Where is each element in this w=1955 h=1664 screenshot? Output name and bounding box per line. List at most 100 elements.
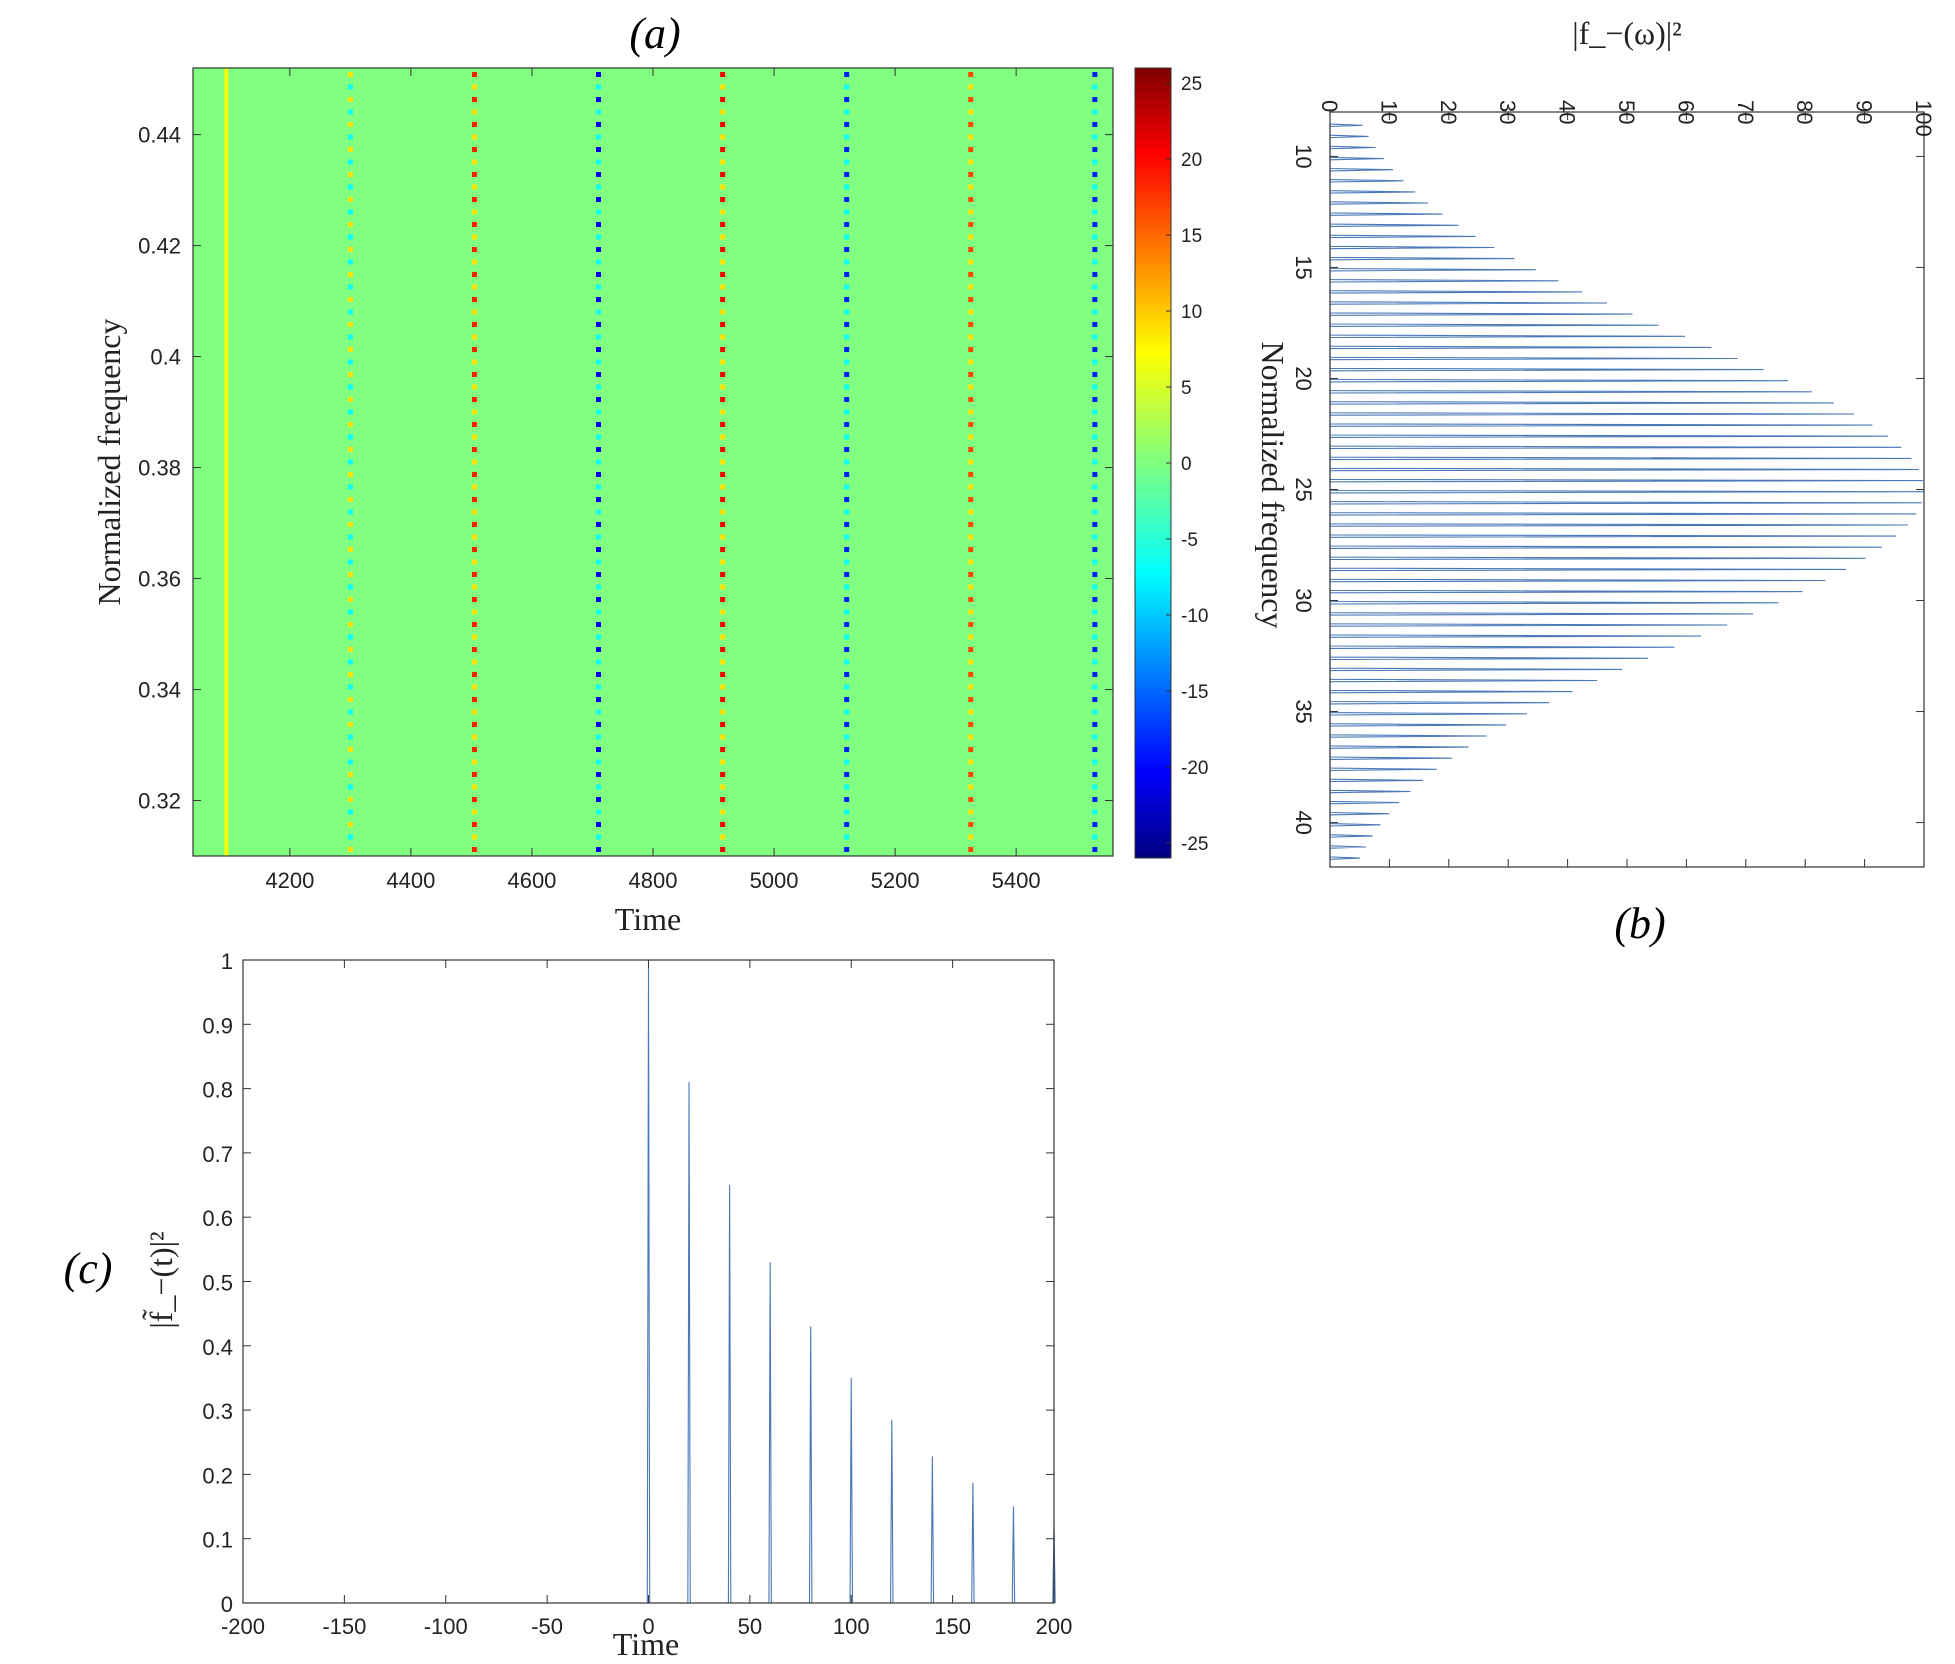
heatmap-x-tick-label: 5400 [992,868,1041,893]
panel-c-label: (c) [64,1244,113,1293]
heatmap-stripe-dot [720,147,726,152]
heatmap-stripe-dot [720,559,726,565]
heatmap-stripe-dot [596,197,602,202]
heatmap-stripe-dot [1092,509,1098,515]
heatmap-stripe-dot [1092,284,1098,290]
pulse-y-tick-label: 0.5 [202,1271,233,1296]
spectrum-frequency-tick-label: 20 [1291,366,1316,390]
heatmap-stripe-dot [844,134,850,140]
heatmap-plot-area [193,68,1113,856]
heatmap-stripe-dot [347,259,353,265]
heatmap-stripe-dot [471,584,477,590]
pulse-y-tick-label: 0.9 [202,1013,233,1038]
heatmap-stripe-dot [347,134,353,140]
heatmap-stripe-dot [596,159,602,165]
heatmap-stripe-dot [968,309,974,315]
spectrum-amplitude-tick-label: 0 [1317,100,1342,112]
heatmap-stripe-dot [720,434,726,440]
heatmap-stripe-dot [844,497,850,502]
heatmap-stripe-dot [844,147,850,152]
heatmap-stripe-dot [596,522,602,527]
heatmap-stripe-dot [596,497,602,502]
heatmap-stripe-dot [720,422,726,427]
pulse-y-tick-label: 0.1 [202,1528,233,1553]
heatmap-stripe-dot [347,309,353,315]
heatmap-x-ticks: 4200 4400 4600 4800 5000 5200 5400 [265,68,1041,893]
heatmap-stripe-dot [596,634,602,640]
spectrum-frequency-ticks: 10 15 20 25 30 35 40 [1291,144,1924,835]
heatmap-stripe-dot [1092,172,1098,177]
spectrum-amplitude-tick-label: 10 [1376,100,1401,124]
heatmap-stripe-dot [347,809,353,815]
heatmap-stripe-dot [968,472,974,477]
heatmap-stripe-dot [1092,484,1098,490]
heatmap-stripe-dot [844,534,850,540]
heatmap-stripe-dot [1092,622,1098,627]
heatmap-stripe-dot [720,84,726,90]
heatmap-stripe-dot [347,459,353,465]
heatmap-stripe-dot [968,209,974,215]
heatmap-stripe-dot [844,847,850,852]
heatmap-stripe-dot [844,197,850,202]
heatmap-stripe [596,72,602,852]
heatmap-stripe-dot [844,184,850,190]
heatmap-stripe-dot [968,409,974,415]
heatmap-stripe-dot [968,647,974,652]
heatmap-stripe-dot [596,659,602,665]
heatmap-stripe-dot [347,384,353,390]
heatmap-stripe-dot [1092,109,1098,115]
heatmap-stripe-dot [844,447,850,452]
heatmap-stripe-dot [347,522,353,527]
heatmap-stripe-dot [347,497,353,502]
heatmap-stripe-dot [471,822,477,827]
heatmap-stripe-dot [968,259,974,265]
heatmap-stripe-dot [1092,747,1098,752]
heatmap-stripe-dot [1092,734,1098,740]
heatmap-stripe-dot [968,672,974,677]
heatmap-stripe-dot [471,109,477,115]
spectrum-amplitude-tick-label: 70 [1733,100,1758,124]
heatmap-stripe-dot [347,297,353,302]
heatmap-stripe-dot [471,209,477,215]
heatmap-stripe-dot [720,634,726,640]
heatmap-stripe-dot [720,309,726,315]
heatmap-stripe-dot [844,359,850,365]
pulse-y-tick-label: 0.7 [202,1142,233,1167]
heatmap-stripe-dot [347,847,353,852]
heatmap-stripe-dot [844,509,850,515]
heatmap-y-tick-label: 0.38 [138,456,181,481]
heatmap-stripe-dot [596,72,602,77]
heatmap-y-ticks: 0.32 0.34 0.36 0.38 0.4 0.42 0.44 [138,123,1113,814]
pulse-x-tick-label: 50 [738,1614,762,1639]
heatmap-stripe-dot [347,534,353,540]
heatmap-stripe-dot [844,672,850,677]
heatmap-stripe-dot [968,547,974,552]
heatmap-stripe-dot [844,697,850,702]
heatmap-stripe-dot [347,247,353,252]
heatmap-stripe-dot [968,522,974,527]
heatmap-stripe-dot [844,772,850,777]
heatmap-stripe-dot [1092,222,1098,227]
heatmap-stripe-dot [596,622,602,627]
heatmap-stripe-dot [720,397,726,402]
pulse-y-tick-label: 0 [221,1592,233,1617]
heatmap-stripe-dot [844,522,850,527]
heatmap-stripe-dot [968,384,974,390]
heatmap-stripe-dot [1092,234,1098,240]
heatmap-stripe-dot [471,647,477,652]
heatmap-stripe-dot [596,284,602,290]
spectrum-comb-line [1329,123,1924,860]
heatmap-stripe-dot [1092,759,1098,765]
heatmap-stripe-dot [968,184,974,190]
heatmap-stripe-dot [347,772,353,777]
spectrum-frequency-tick-label: 25 [1291,477,1316,501]
heatmap-stripe-dot [471,572,477,577]
pulse-x-tick-label: -50 [531,1614,563,1639]
heatmap-stripe-dot [471,522,477,527]
heatmap-stripe-dot [720,672,726,677]
colorbar-tick-label: 0 [1181,454,1192,475]
heatmap-stripe-dot [596,397,602,402]
heatmap-stripe-dot [471,122,477,127]
heatmap-stripe-dot [471,297,477,302]
spectrum-amplitude-tick-label: 50 [1614,100,1639,124]
